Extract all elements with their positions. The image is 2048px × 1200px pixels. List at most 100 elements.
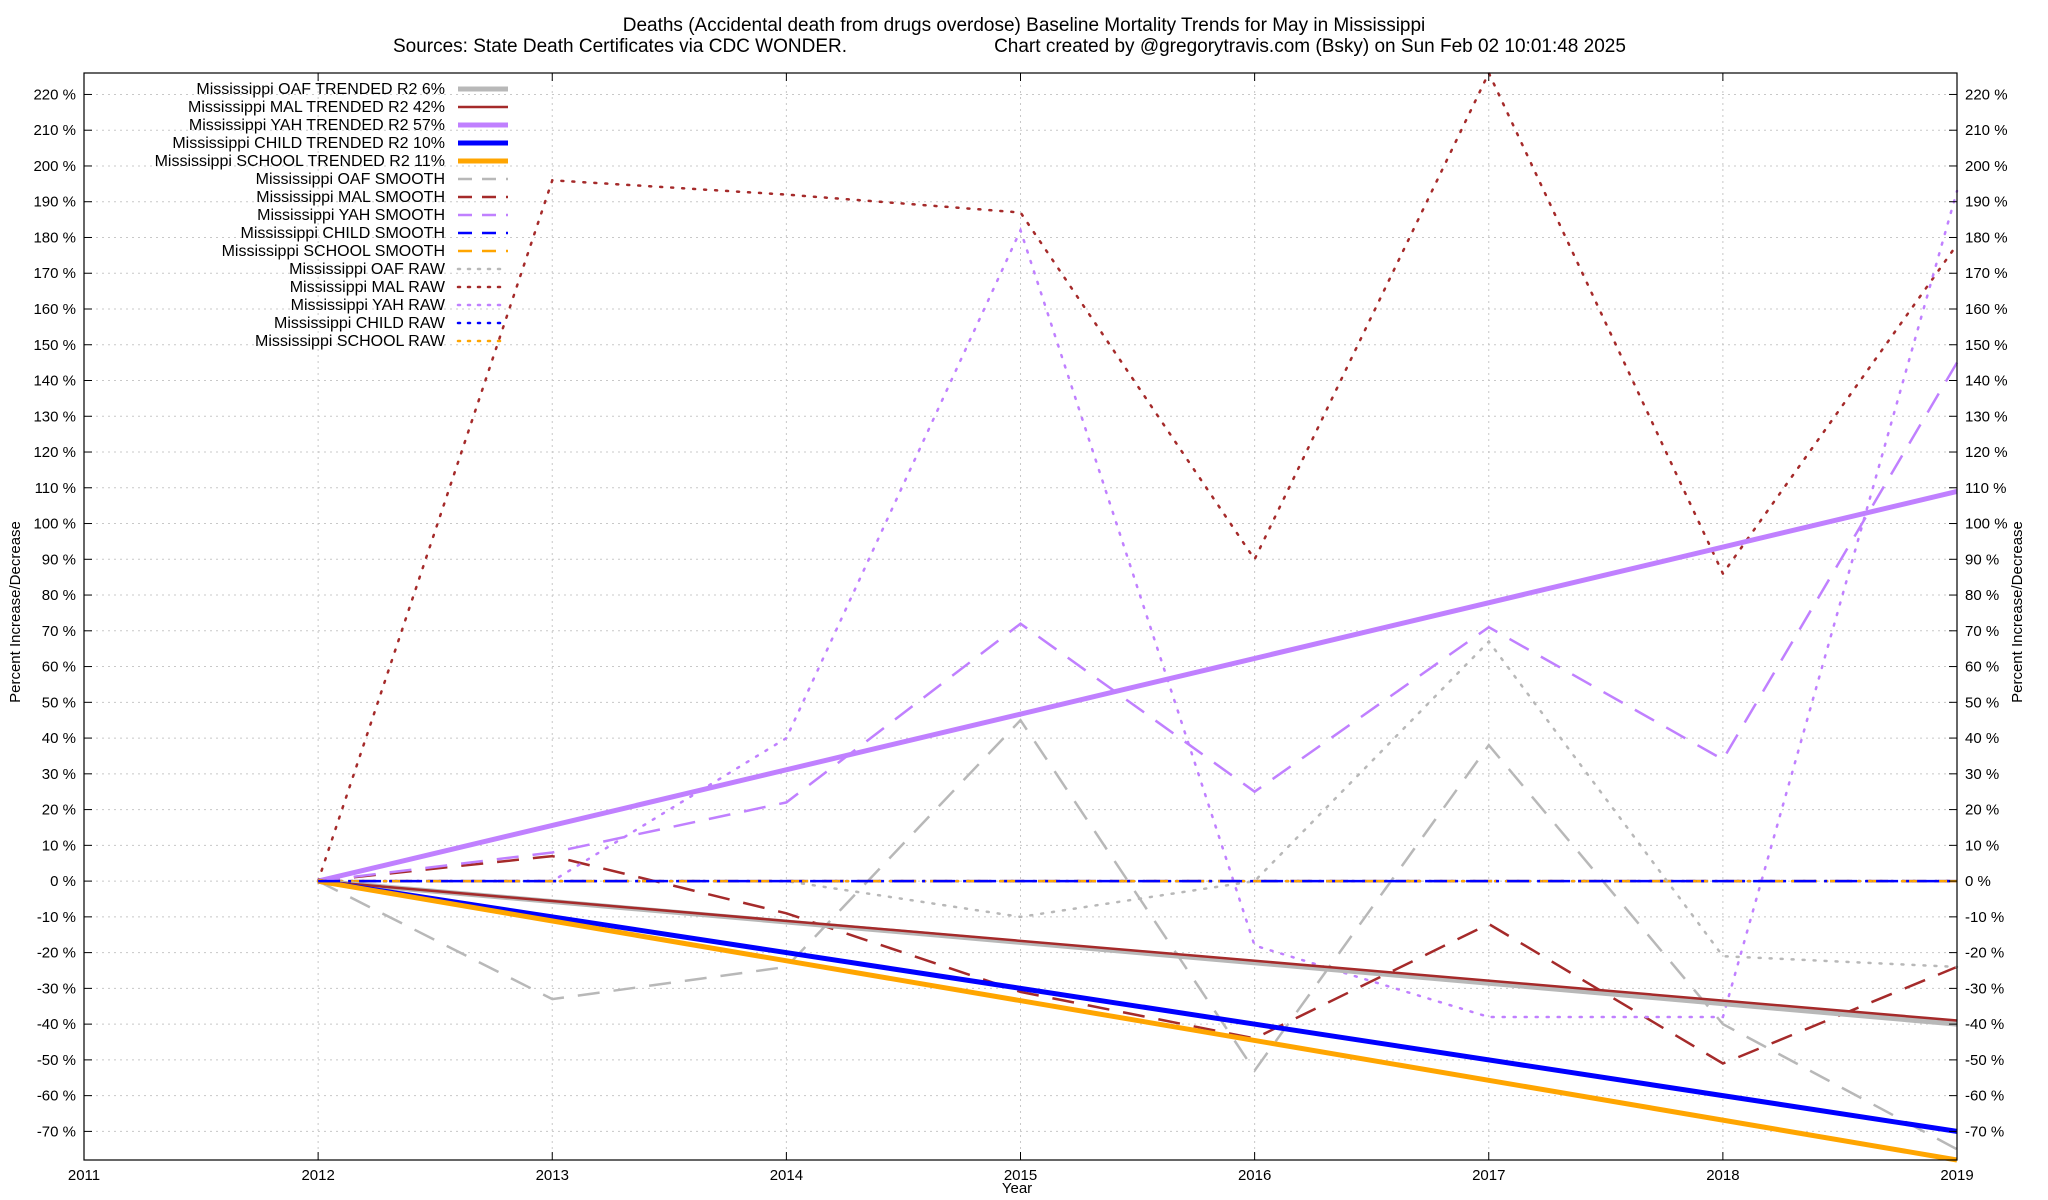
x-tick-label: 2014 — [770, 1167, 803, 1184]
y-tick-label: 220 % — [33, 86, 76, 103]
legend: Mississippi OAF TRENDED R2 6%Mississippi… — [155, 81, 510, 350]
x-tick-label: 2013 — [536, 1167, 569, 1184]
y-tick-label: 90 % — [42, 551, 76, 568]
y-tick-label-right: 160 % — [1965, 301, 2008, 318]
legend-label: Mississippi YAH RAW — [291, 297, 446, 314]
y-tick-label-right: 50 % — [1965, 694, 1999, 711]
y-tick-label: -40 % — [37, 1016, 76, 1033]
legend-label: Mississippi MAL SMOOTH — [256, 189, 445, 206]
series-line-2 — [317, 488, 1958, 884]
x-axis-title: Year — [1002, 1180, 1032, 1197]
y-tick-label: -60 % — [37, 1088, 76, 1105]
series-layer — [316, 70, 1959, 1163]
y-tick-label: -30 % — [37, 980, 76, 997]
x-tick-label: 2012 — [301, 1167, 334, 1184]
y-tick-label: 0 % — [50, 873, 76, 890]
series-line-11 — [316, 70, 1959, 883]
y-tick-label-right: 100 % — [1965, 516, 2008, 533]
y-tick-label-right: 80 % — [1965, 587, 1999, 604]
y-tick-label: 160 % — [33, 301, 76, 318]
y-axis-title-left: Percent Increase/Decrease — [7, 521, 24, 703]
y-tick-label-right: 30 % — [1965, 766, 1999, 783]
legend-label: Mississippi CHILD RAW — [274, 315, 446, 332]
y-tick-label-right: 40 % — [1965, 730, 1999, 747]
y-tick-label-right: 130 % — [1965, 408, 2008, 425]
series-line-7 — [317, 361, 1959, 883]
y-tick-label: 200 % — [33, 158, 76, 175]
legend-label: Mississippi SCHOOL TRENDED R2 11% — [155, 153, 445, 170]
legend-label: Mississippi CHILD TRENDED R2 10% — [172, 135, 445, 152]
y-tick-label: 50 % — [42, 694, 76, 711]
y-tick-label-right: -30 % — [1965, 980, 2004, 997]
x-tick-label: 2015 — [1004, 1167, 1037, 1184]
y-tick-label: 130 % — [33, 408, 76, 425]
grid — [83, 73, 1958, 1160]
y-tick-label-right: 20 % — [1965, 802, 1999, 819]
x-tick-label: 2016 — [1238, 1167, 1271, 1184]
x-tick-label: 2019 — [1940, 1167, 1973, 1184]
y-tick-label: 30 % — [42, 766, 76, 783]
y-tick-label-right: 170 % — [1965, 265, 2008, 282]
series-line-3 — [317, 878, 1958, 1134]
legend-label: Mississippi YAH TRENDED R2 57% — [189, 117, 445, 134]
y-tick-label-right: 140 % — [1965, 373, 2008, 390]
chart-title: Deaths (Accidental death from drugs over… — [623, 15, 1426, 36]
y-tick-label: -20 % — [37, 945, 76, 962]
y-tick-label: 180 % — [33, 229, 76, 246]
y-tick-label: -50 % — [37, 1052, 76, 1069]
y-tick-label-right: 200 % — [1965, 158, 2008, 175]
y-tick-label-right: 10 % — [1965, 837, 1999, 854]
y-tick-label-right: 180 % — [1965, 229, 2008, 246]
y-tick-label: 20 % — [42, 802, 76, 819]
y-tick-label: 10 % — [42, 837, 76, 854]
y-tick-label-right: 70 % — [1965, 623, 1999, 640]
y-axis-title-right: Percent Increase/Decrease — [2009, 521, 2026, 703]
legend-label: Mississippi MAL TRENDED R2 42% — [188, 99, 445, 116]
legend-label: Mississippi MAL RAW — [290, 279, 446, 296]
y-tick-label-right: 150 % — [1965, 337, 2008, 354]
series-line-5 — [317, 718, 1958, 1151]
series-line-12 — [316, 189, 1959, 1019]
y-tick-label: 70 % — [42, 623, 76, 640]
axis-ticks: -70 % -70 % -60 % -60 % -50 % -50 % -40 % -40 %… — [33, 73, 2008, 1184]
y-tick-label: 150 % — [33, 337, 76, 354]
y-tick-label-right: 120 % — [1965, 444, 2008, 461]
y-tick-label-right: -40 % — [1965, 1016, 2004, 1033]
y-tick-label-right: 110 % — [1965, 480, 2006, 497]
y-tick-label-right: -10 % — [1965, 909, 2004, 926]
y-tick-label-right: 90 % — [1965, 551, 1999, 568]
y-tick-label: 100 % — [33, 516, 76, 533]
legend-label: Mississippi OAF SMOOTH — [256, 171, 445, 188]
series-line-1 — [317, 879, 1958, 1022]
y-tick-label-right: 190 % — [1965, 194, 2008, 211]
y-tick-label: 120 % — [33, 444, 76, 461]
y-tick-label: -10 % — [37, 909, 76, 926]
x-tick-label: 2017 — [1472, 1167, 1505, 1184]
y-tick-label: 190 % — [33, 194, 76, 211]
legend-label: Mississippi SCHOOL RAW — [255, 333, 446, 350]
y-tick-label: 210 % — [33, 122, 76, 139]
chart-subtitle-credit: Chart created by @gregorytravis.com (Bsk… — [994, 36, 1626, 57]
y-tick-label-right: -50 % — [1965, 1052, 2004, 1069]
y-tick-label-right: -70 % — [1965, 1123, 2004, 1140]
y-tick-label: 110 % — [35, 480, 76, 497]
x-tick-label: 2018 — [1706, 1167, 1739, 1184]
y-tick-label-right: 220 % — [1965, 86, 2008, 103]
legend-label: Mississippi YAH SMOOTH — [257, 207, 445, 224]
y-tick-label: 170 % — [33, 265, 76, 282]
legend-label: Mississippi CHILD SMOOTH — [241, 225, 445, 242]
legend-label: Mississippi OAF TRENDED R2 6% — [196, 81, 445, 98]
y-tick-label-right: 210 % — [1965, 122, 2008, 139]
series-line-4 — [317, 878, 1958, 1163]
legend-label: Mississippi SCHOOL SMOOTH — [222, 243, 445, 260]
y-tick-label: 40 % — [42, 730, 76, 747]
y-tick-label: -70 % — [37, 1123, 76, 1140]
y-tick-label-right: 60 % — [1965, 659, 1999, 676]
y-tick-label: 80 % — [42, 587, 76, 604]
legend-label: Mississippi OAF RAW — [289, 261, 446, 278]
y-tick-label: 60 % — [42, 659, 76, 676]
series-line-6 — [317, 854, 1958, 1065]
y-tick-label: 140 % — [33, 373, 76, 390]
chart-subtitle-source: Sources: State Death Certificates via CD… — [393, 36, 847, 57]
